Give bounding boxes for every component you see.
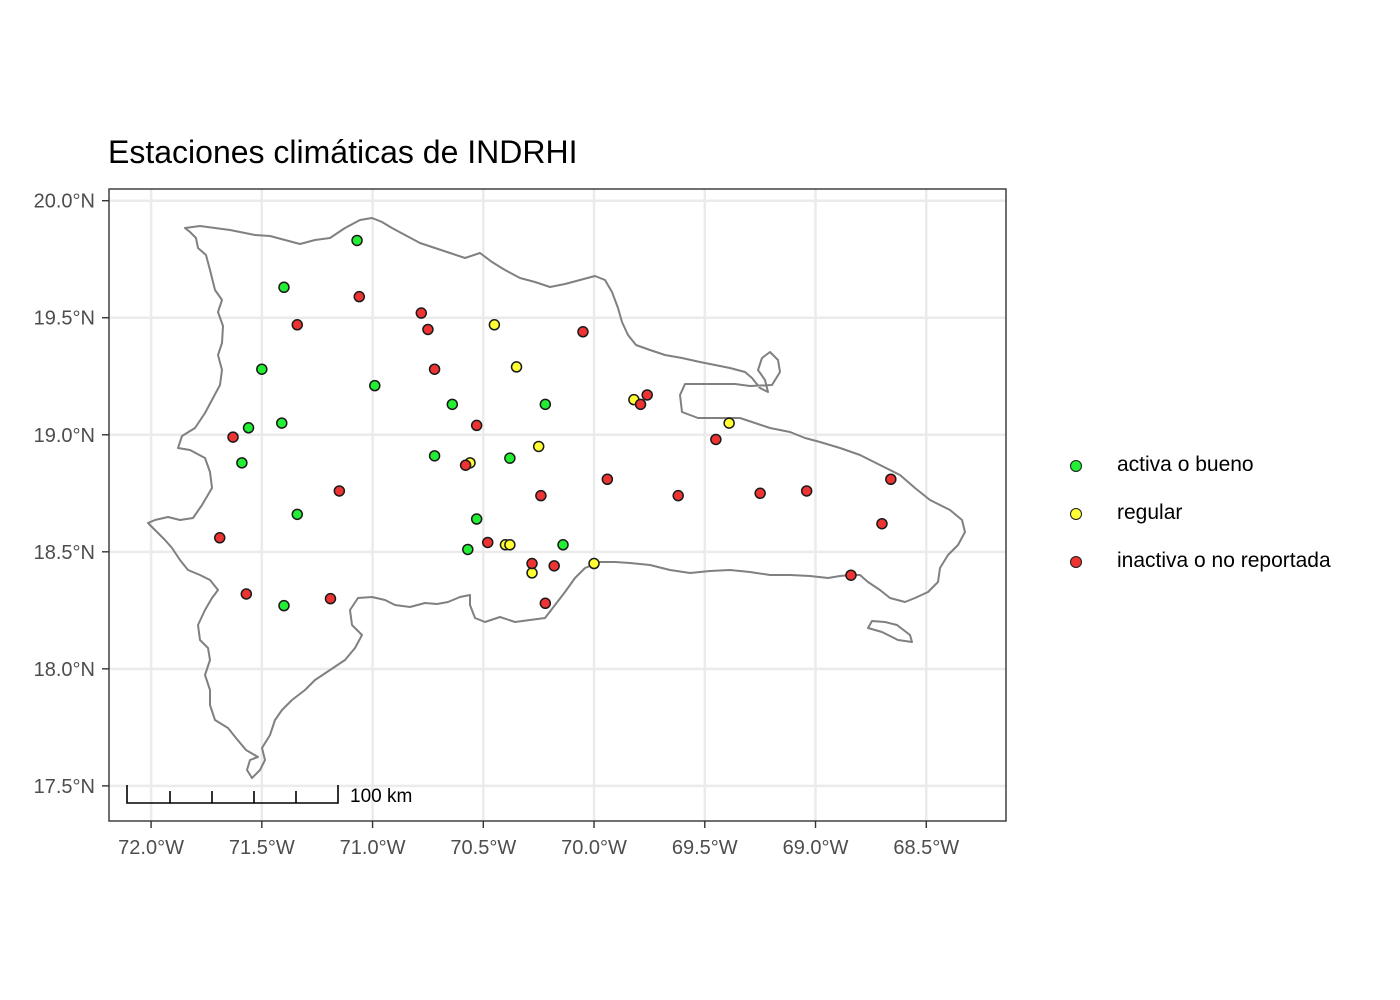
station-point-s0-4 bbox=[276, 417, 288, 429]
station-point-s1-7 bbox=[504, 539, 516, 551]
station-point-s2-21 bbox=[240, 588, 253, 600]
legend-label-inactiva: inactiva o no reportada bbox=[1117, 549, 1331, 572]
station-point-s2-23 bbox=[481, 536, 494, 549]
country-outline bbox=[147, 217, 966, 779]
station-point-s0-15 bbox=[557, 539, 569, 551]
station-point-s2-22 bbox=[324, 592, 337, 605]
station-point-s2-1 bbox=[291, 319, 304, 331]
station-point-s2-3 bbox=[422, 323, 434, 336]
station-point-s0-14 bbox=[462, 543, 474, 556]
station-point-s0-12 bbox=[539, 398, 552, 411]
station-point-s2-0 bbox=[353, 290, 366, 303]
station-point-s0-11 bbox=[504, 452, 516, 464]
y-tick-label-1: 19.5°N bbox=[34, 308, 95, 330]
station-point-s1-8 bbox=[526, 567, 538, 579]
legend-label-regular: regular bbox=[1117, 501, 1183, 524]
station-point-s2-24 bbox=[526, 557, 538, 570]
legend-swatch-inactiva bbox=[1070, 556, 1082, 568]
station-point-s2-15 bbox=[672, 489, 684, 502]
station-point-s2-10 bbox=[710, 433, 722, 446]
x-tick-label-6: 69.0°W bbox=[783, 837, 849, 859]
station-point-s2-9 bbox=[459, 459, 472, 471]
station-point-s2-26 bbox=[539, 597, 552, 610]
station-point-s0-10 bbox=[428, 450, 441, 462]
station-point-s1-4 bbox=[532, 440, 545, 453]
station-point-s2-2 bbox=[415, 307, 428, 319]
station-point-s0-3 bbox=[242, 422, 255, 434]
station-point-s1-0 bbox=[488, 319, 501, 331]
station-point-s2-14 bbox=[601, 473, 614, 486]
station-point-s2-4 bbox=[428, 363, 441, 375]
x-tick-label-4: 70.0°W bbox=[561, 837, 627, 859]
station-point-s0-9 bbox=[446, 398, 459, 411]
station-point-s2-25 bbox=[548, 560, 560, 572]
x-tick-label-7: 68.5°W bbox=[893, 837, 959, 859]
y-tick-label-3: 18.5°N bbox=[34, 542, 95, 564]
scale-bar: 100 km bbox=[126, 785, 412, 807]
station-point-s2-11 bbox=[227, 431, 239, 443]
station-point-s0-0 bbox=[351, 234, 363, 247]
x-tick-label-0: 72.0°W bbox=[118, 837, 184, 859]
station-point-s2-17 bbox=[800, 485, 813, 497]
legend-swatch-activa bbox=[1070, 460, 1082, 472]
station-point-s2-16 bbox=[754, 487, 766, 500]
station-point-s0-2 bbox=[256, 363, 268, 375]
y-tick-label-2: 19.0°N bbox=[34, 425, 95, 447]
station-point-s2-6 bbox=[641, 389, 653, 401]
legend-label-activa: activa o bueno bbox=[1117, 453, 1254, 476]
plot-panel-border bbox=[108, 188, 1007, 822]
y-tick-label-5: 17.5°N bbox=[34, 776, 95, 798]
y-tick-label-4: 18.0°N bbox=[34, 659, 95, 681]
grid-layer bbox=[109, 189, 1006, 821]
station-point-s0-13 bbox=[470, 513, 483, 525]
x-tick-label-2: 71.0°W bbox=[340, 837, 406, 859]
station-point-s0-6 bbox=[291, 508, 304, 521]
scale-bar-label: 100 km bbox=[350, 786, 412, 807]
station-point-s2-12 bbox=[333, 485, 346, 497]
station-point-s2-27 bbox=[845, 569, 857, 581]
station-point-s2-20 bbox=[213, 532, 226, 544]
station-point-s2-19 bbox=[876, 517, 888, 530]
x-tick-label-3: 70.5°W bbox=[450, 837, 516, 859]
station-point-s2-13 bbox=[535, 489, 547, 502]
station-point-s0-7 bbox=[278, 599, 290, 612]
station-point-s0-1 bbox=[278, 281, 290, 294]
x-tick-label-5: 69.5°W bbox=[672, 837, 738, 859]
x-tick-label-1: 71.5°W bbox=[229, 837, 295, 859]
points-layer bbox=[213, 234, 897, 612]
station-point-s1-9 bbox=[588, 557, 600, 570]
axes-layer: 72.0°W 71.5°W 71.0°W 70.5°W 70.0°W 69.5°W 69.0… bbox=[34, 191, 960, 859]
station-point-s2-8 bbox=[470, 419, 483, 432]
y-tick-label-0: 20.0°N bbox=[34, 191, 95, 213]
station-point-s2-5 bbox=[577, 326, 589, 338]
station-point-s0-5 bbox=[236, 457, 248, 469]
chart-title: Estaciones climáticas de INDRHI bbox=[108, 134, 578, 170]
legend-swatch-regular bbox=[1070, 508, 1082, 520]
station-point-s2-18 bbox=[885, 473, 897, 486]
station-point-s1-3 bbox=[723, 417, 735, 429]
station-point-s0-8 bbox=[369, 379, 381, 392]
station-point-s1-1 bbox=[510, 361, 523, 373]
station-point-s2-7 bbox=[634, 398, 647, 411]
